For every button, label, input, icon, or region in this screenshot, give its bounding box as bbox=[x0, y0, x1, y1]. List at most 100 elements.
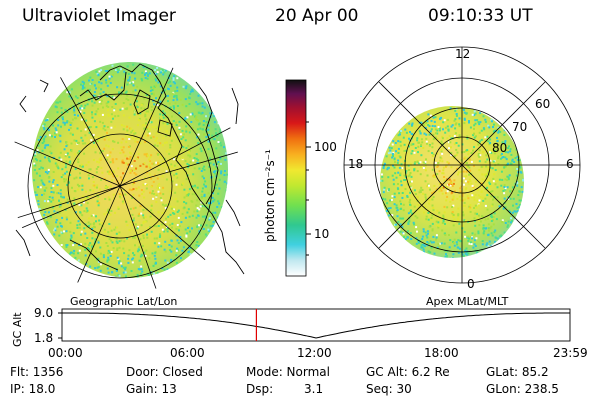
emission-pixel bbox=[442, 121, 445, 124]
altitude-plot bbox=[58, 308, 571, 342]
emission-pixel bbox=[397, 134, 400, 137]
emission-pixel bbox=[450, 125, 453, 128]
emission-pixel bbox=[474, 245, 477, 247]
emission-pixel bbox=[516, 207, 519, 210]
emission-pixel bbox=[80, 83, 82, 86]
emission-pixel bbox=[83, 152, 86, 155]
emission-pixel bbox=[420, 121, 423, 124]
emission-pixel bbox=[386, 210, 388, 212]
emission-pixel bbox=[491, 190, 494, 193]
emission-pixel bbox=[108, 172, 111, 175]
emission-pixel bbox=[129, 207, 132, 210]
emission-pixel bbox=[108, 75, 111, 78]
emission-pixel bbox=[447, 162, 450, 165]
emission-pixel bbox=[460, 180, 463, 183]
emission-pixel bbox=[104, 198, 107, 200]
emission-pixel bbox=[141, 71, 144, 74]
emission-pixel bbox=[429, 114, 432, 117]
emission-pixel bbox=[481, 196, 484, 199]
emission-pixel bbox=[514, 157, 517, 159]
emission-pixel bbox=[152, 135, 155, 138]
emission-pixel bbox=[469, 189, 472, 192]
emission-pixel bbox=[519, 204, 521, 206]
emission-pixel bbox=[132, 219, 135, 222]
emission-pixel bbox=[506, 186, 509, 189]
emission-pixel bbox=[173, 206, 176, 209]
emission-pixel bbox=[510, 189, 513, 192]
emission-pixel bbox=[120, 262, 123, 265]
emission-pixel bbox=[99, 92, 102, 95]
emission-pixel bbox=[131, 71, 133, 74]
emission-pixel bbox=[159, 127, 162, 130]
emission-pixel bbox=[159, 113, 162, 116]
emission-pixel bbox=[41, 149, 44, 152]
emission-pixel bbox=[185, 125, 188, 128]
emission-pixel bbox=[88, 211, 91, 214]
emission-pixel bbox=[454, 123, 457, 126]
emission-pixel bbox=[400, 180, 403, 183]
emission-pixel bbox=[121, 107, 124, 110]
emission-pixel bbox=[155, 201, 158, 203]
emission-pixel bbox=[76, 183, 79, 186]
emission-pixel bbox=[71, 118, 74, 121]
emission-pixel bbox=[44, 189, 46, 192]
emission-pixel bbox=[426, 244, 429, 247]
emission-pixel bbox=[114, 103, 117, 105]
emission-pixel bbox=[55, 131, 58, 134]
emission-pixel bbox=[134, 110, 137, 113]
emission-pixel bbox=[102, 91, 105, 94]
emission-pixel bbox=[494, 183, 497, 186]
emission-pixel bbox=[213, 167, 216, 170]
emission-pixel bbox=[142, 234, 145, 237]
emission-pixel bbox=[152, 87, 155, 90]
emission-pixel bbox=[216, 169, 219, 172]
emission-pixel bbox=[141, 244, 144, 247]
emission-pixel bbox=[111, 241, 114, 244]
emission-pixel bbox=[434, 116, 437, 119]
emission-pixel bbox=[455, 231, 458, 234]
emission-pixel bbox=[126, 83, 129, 86]
emission-pixel bbox=[130, 270, 133, 272]
emission-pixel bbox=[146, 236, 149, 239]
emission-pixel bbox=[219, 157, 222, 160]
emission-pixel bbox=[107, 208, 110, 211]
emission-pixel bbox=[478, 199, 481, 202]
emission-pixel bbox=[496, 186, 499, 189]
emission-pixel bbox=[449, 200, 452, 203]
geo-latitude: GLat: 85.2 bbox=[486, 365, 549, 379]
emission-pixel bbox=[479, 196, 482, 198]
emission-pixel bbox=[397, 171, 400, 174]
emission-pixel bbox=[476, 252, 478, 255]
emission-pixel bbox=[147, 110, 149, 113]
emission-pixel bbox=[428, 125, 431, 128]
emission-pixel bbox=[468, 242, 471, 245]
emission-pixel bbox=[520, 186, 523, 189]
emission-pixel bbox=[133, 172, 136, 174]
emission-pixel bbox=[424, 231, 427, 234]
emission-pixel bbox=[426, 236, 429, 239]
emission-pixel bbox=[409, 131, 411, 133]
emission-pixel bbox=[490, 151, 493, 154]
emission-pixel bbox=[203, 168, 206, 171]
emission-pixel bbox=[60, 231, 63, 234]
emission-pixel bbox=[147, 73, 149, 76]
emission-pixel bbox=[404, 188, 407, 191]
emission-pixel bbox=[105, 102, 108, 105]
emission-pixel bbox=[85, 119, 88, 122]
emission-pixel bbox=[133, 154, 136, 157]
emission-pixel bbox=[98, 101, 101, 103]
emission-pixel bbox=[392, 183, 395, 186]
emission-pixel bbox=[181, 249, 184, 252]
emission-pixel bbox=[492, 177, 495, 180]
emission-pixel bbox=[465, 247, 468, 250]
emission-pixel bbox=[160, 71, 162, 74]
emission-pixel bbox=[132, 193, 135, 196]
emission-pixel bbox=[440, 242, 443, 245]
emission-pixel bbox=[507, 196, 509, 199]
emission-pixel bbox=[82, 142, 85, 145]
emission-pixel bbox=[488, 227, 491, 230]
emission-pixel bbox=[41, 167, 44, 170]
emission-pixel bbox=[144, 70, 147, 73]
emission-pixel bbox=[162, 186, 165, 189]
emission-pixel bbox=[217, 161, 220, 163]
